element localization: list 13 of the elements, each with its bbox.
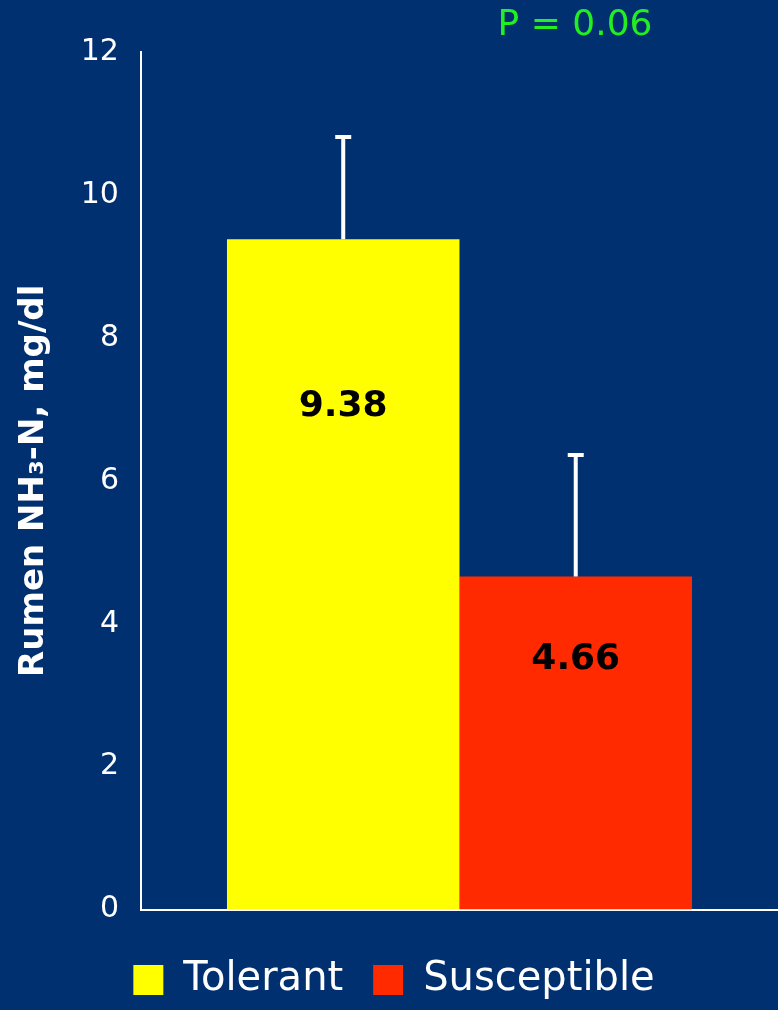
legend-label: Susceptible bbox=[423, 953, 655, 1000]
y-axis-title: Rumen NH₃-N, mg/dl bbox=[11, 284, 52, 677]
y-tick-label: 10 bbox=[80, 174, 119, 210]
data-label: 9.38 bbox=[298, 383, 388, 425]
y-tick-label: 6 bbox=[99, 460, 119, 496]
data-label: 4.66 bbox=[531, 636, 621, 678]
y-tick-label: 8 bbox=[99, 317, 119, 353]
y-tick-label: 4 bbox=[99, 603, 119, 639]
y-tick-label: 0 bbox=[99, 889, 119, 925]
legend-label: Tolerant bbox=[182, 953, 344, 1000]
y-tick-label: 2 bbox=[99, 746, 119, 782]
y-tick-label: 12 bbox=[80, 31, 119, 67]
text: P = 0.06 bbox=[497, 2, 653, 44]
